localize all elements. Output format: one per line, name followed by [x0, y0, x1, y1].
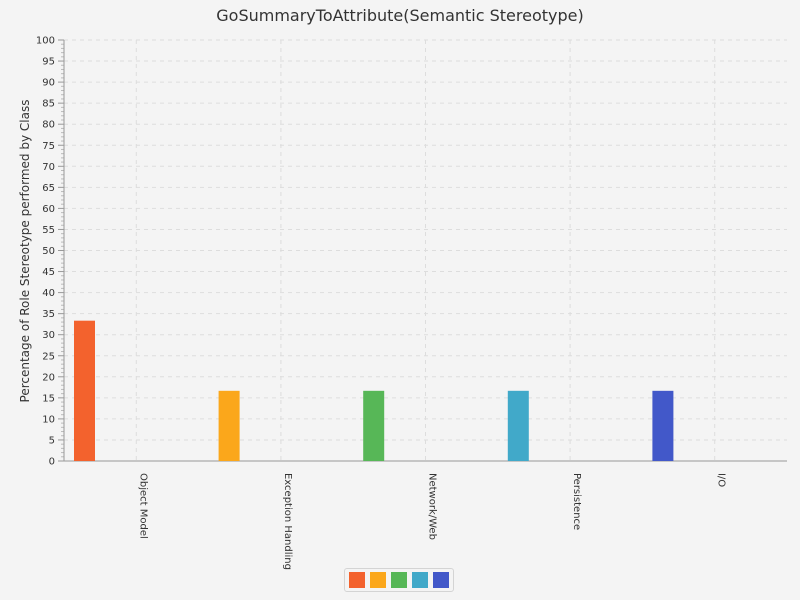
grid-layer	[64, 39, 787, 461]
y-axis-title: Percentage of Role Stereotype performed …	[18, 100, 32, 403]
y-tick-label: 55	[42, 225, 55, 236]
y-tick-label: 80	[42, 120, 55, 131]
y-tick-label: 65	[42, 183, 55, 194]
y-tick-label: 75	[42, 141, 55, 152]
y-tick-label: 35	[42, 309, 55, 320]
legend-swatch	[433, 572, 449, 588]
x-tick-label: Persistence	[571, 473, 582, 530]
y-tick-label: 0	[49, 457, 55, 468]
y-tick-label: 20	[42, 372, 55, 383]
y-tick-label: 5	[49, 435, 55, 446]
legend-swatch	[349, 572, 365, 588]
y-tick-label: 30	[42, 330, 55, 341]
y-tick-label: 70	[42, 162, 55, 173]
chart-title: GoSummaryToAttribute(Semantic Stereotype…	[216, 6, 584, 25]
bar[interactable]	[218, 390, 240, 461]
y-tick-label: 10	[42, 414, 55, 425]
y-tick-label: 45	[42, 267, 55, 278]
y-tick-label: 95	[42, 57, 55, 68]
x-tick-label: Object Model	[137, 473, 148, 539]
bar-layer	[74, 320, 674, 461]
label-layer: 0 5 10 15 20 25 30 35 40 45 50 55 60 65 70 75 80 85 90 95 10…	[36, 36, 727, 570]
axis-layer	[58, 39, 787, 462]
y-tick-label: 40	[42, 288, 55, 299]
legend-swatch	[412, 572, 428, 588]
bar[interactable]	[74, 320, 95, 461]
bar[interactable]	[652, 390, 674, 461]
legend-swatch	[391, 572, 407, 588]
y-tick-label: 85	[42, 99, 55, 110]
x-tick-label: Exception Handling	[282, 473, 293, 570]
y-tick-label: 100	[36, 36, 55, 47]
y-tick-label: 15	[42, 393, 55, 404]
bar[interactable]	[363, 390, 385, 461]
y-tick-label: 90	[42, 78, 55, 89]
y-tick-label: 50	[42, 246, 55, 257]
y-tick-label: 60	[42, 204, 55, 215]
legend	[344, 568, 454, 592]
y-tick-label: 25	[42, 351, 55, 362]
bar[interactable]	[507, 390, 529, 461]
x-tick-label: I/O	[716, 473, 727, 487]
legend-swatch	[370, 572, 386, 588]
x-tick-label: Network/Web	[427, 473, 438, 540]
